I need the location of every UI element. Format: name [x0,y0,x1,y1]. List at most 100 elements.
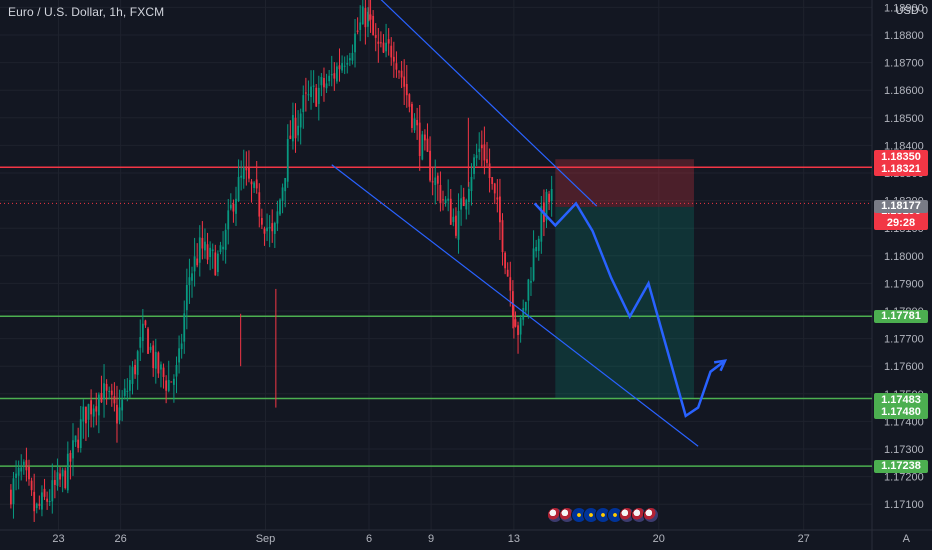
candle-body [51,480,54,502]
candle-body [535,247,538,252]
candle-body [480,144,483,149]
candle-body [12,478,15,505]
candle-body [289,135,292,139]
candle-body [496,197,499,200]
candle-body [28,466,30,480]
candle-body [475,155,478,159]
candle-body [292,115,294,142]
candle-body [255,179,258,189]
candle-body [103,383,105,400]
candle-body [240,175,243,178]
candle-body [434,177,437,186]
candle-body [403,76,406,87]
x-tick-label: 6 [366,533,372,545]
candle-body [219,245,222,253]
candle-body [431,181,434,183]
candle-body [395,63,398,70]
candle-body [175,364,178,377]
candle-body [193,256,196,272]
candle-body [465,199,468,210]
y-tick-label: 1.17700 [884,334,924,346]
support-price-tag-1: 1.17781 [874,309,928,323]
candle-body [214,252,217,276]
x-tick-label: 23 [52,533,64,545]
candle-body [222,246,224,250]
candle-body [154,351,157,369]
candle-body [242,167,245,180]
candle-body [131,366,134,384]
candle-body [488,163,491,178]
candle-body [108,391,111,393]
y-tick-label: 1.18400 [884,140,924,152]
candle-body [426,138,429,152]
candle-body [455,215,457,236]
candle-body [493,183,496,194]
candle-body [501,220,504,253]
grid-lines [0,0,872,530]
candle-body [141,323,144,342]
candle-body [134,365,136,375]
candle-body [82,406,85,422]
candle-body [188,277,191,286]
x-tick-label: 27 [798,533,810,545]
candle-body [447,198,450,201]
candle-body [486,159,488,163]
candle-body [53,479,56,485]
currency-label[interactable]: USD 0 [895,5,928,17]
candle-body [35,503,38,509]
candle-body [304,92,307,94]
candle-body [302,95,305,113]
candle-body [506,269,509,277]
candle-body [235,198,237,214]
support-price-tag-2: 1.17483 1.17480 [874,393,928,420]
candle-body [359,22,362,30]
us-flag-icon[interactable] [643,507,659,523]
stop-loss-zone [555,159,694,207]
candle-body [144,320,147,326]
y-tick-label: 1.18000 [884,251,924,263]
candle-body [258,192,261,217]
candle-body [418,122,421,157]
candle-body [356,30,359,32]
candle-body [467,188,470,203]
candle-body [126,390,129,392]
candle-body [25,460,28,471]
candle-body [537,238,540,251]
candle-body [232,203,235,212]
candle-body [491,177,494,185]
candle-body [281,187,284,201]
candle-body [548,193,550,203]
candle-body [273,222,276,234]
candle-body [392,56,395,62]
candle-body [372,15,375,36]
candle-body [129,380,131,391]
candle-body [56,472,59,486]
economic-events-bar[interactable] [547,507,659,523]
candle-body [268,226,271,229]
auto-scale-button[interactable]: A [902,533,910,545]
candle-body [178,348,180,363]
candle-body [294,117,297,139]
candle-body [147,328,149,354]
candle-body [136,351,139,375]
candle-body [206,244,209,260]
chart-title[interactable]: Euro / U.S. Dollar, 1h, FXCM [8,5,165,19]
candle-body [139,337,142,348]
candle-body [514,319,517,327]
candle-body [442,199,444,201]
candle-body [504,252,507,269]
candle-body [191,273,193,281]
candle-body [209,247,212,258]
candle-body [499,196,501,223]
candle-body [167,379,170,391]
candle-body [38,503,41,506]
y-tick-label: 1.18700 [884,58,924,70]
candle-body [524,301,527,311]
candle-body [61,469,64,477]
x-tick-label: 26 [114,533,126,545]
candle-body [198,237,201,263]
candle-body [333,73,336,79]
candle-body [483,144,486,161]
candle-body [346,63,349,65]
